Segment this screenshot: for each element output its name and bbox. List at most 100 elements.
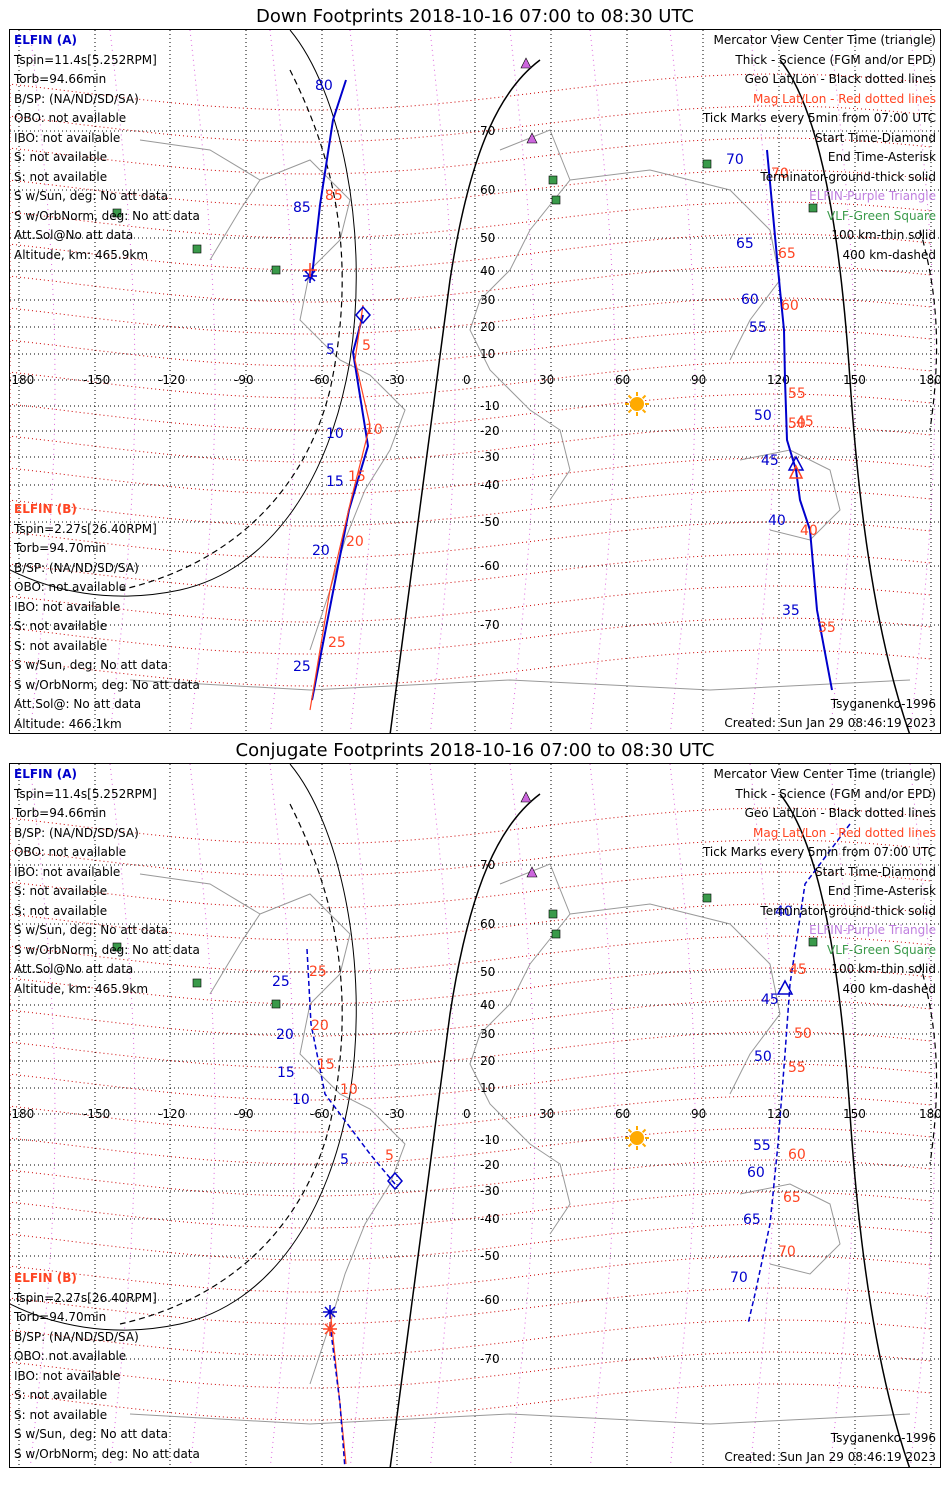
elfin-b-time-label: 60: [788, 1147, 806, 1163]
lon-tick-label: -90: [234, 373, 254, 387]
mag-parallel: [10, 393, 931, 431]
elfin-a-time-label: 45: [761, 992, 779, 1008]
lat-tick-label: -60: [480, 1293, 500, 1307]
elfin-b-time-label: 35: [818, 620, 836, 636]
view-center-triangle-b: [788, 464, 804, 479]
elfin-b-info-line: B/SP: (NA/ND/SD/SA): [14, 560, 139, 575]
mag-parallel: [10, 521, 931, 559]
view-center-triangle: [776, 979, 794, 995]
lat-tick-label: -60: [480, 559, 500, 573]
mag-parallel: [10, 297, 931, 335]
elfin-b-time-label: 15: [348, 469, 366, 485]
elfin-b-time-label: 50: [788, 416, 806, 432]
elfin-a-time-label: 25: [272, 974, 290, 990]
legend-item: End Time-Asterisk: [827, 150, 936, 164]
coastline-asia: [569, 903, 781, 1095]
lat-tick-label: 40: [480, 998, 495, 1012]
elfin-b-info-line: S w/Sun, deg: No att data: [14, 1427, 168, 1441]
elfin-b-time-label: 45: [789, 962, 807, 978]
lon-tick-label: 180: [919, 373, 941, 387]
lon-tick-label: -60: [310, 373, 330, 387]
elfin-b-info-line: S: not available: [14, 1388, 108, 1402]
elfin-a-info: ELFIN (A) Tspin=11.4s[5.252RPM] Torb=94.66…: [14, 765, 200, 999]
lat-tick-label: 20: [480, 320, 495, 334]
coastline-australia: [739, 1183, 841, 1275]
elfin-a-track-east: [766, 149, 833, 691]
mag-parallel: [10, 1383, 931, 1421]
elfin-b-time-label: 40: [800, 523, 818, 539]
elfin-b-info: ELFIN (B) Tspin=2.27s[26.40RPM] Torb=94.70…: [14, 500, 200, 733]
elfin-b-info-line: S w/Sun, deg: No att data: [14, 658, 168, 672]
terminator-line: [389, 793, 541, 1467]
mag-parallel: [10, 1351, 931, 1389]
elfin-a-info-line: OBO: not available: [14, 111, 127, 125]
terminator-400km: [919, 229, 938, 431]
sun-ray: [627, 408, 633, 414]
start-time-diamond: [387, 1171, 403, 1191]
map-legend: Mercator View Center Time (triangle) Thic…: [703, 765, 936, 999]
mag-parallel: [10, 617, 931, 655]
elfin-a-time-label: 20: [276, 1027, 294, 1043]
coastline-antarctica: [129, 679, 911, 691]
lat-tick-label: -30: [480, 1184, 500, 1198]
lat-tick-label: 60: [480, 917, 495, 931]
coastline-north-america: [139, 139, 261, 261]
elfin-a-time-label: 60: [741, 292, 759, 308]
lon-tick-label: -180: [10, 373, 34, 387]
mag-parallel: [10, 1031, 931, 1069]
legend-item: Thick - Science (FGM and/or EPD): [735, 52, 936, 67]
legend-item: Start Time-Diamond: [814, 130, 936, 145]
lat-tick-label: -70: [480, 1352, 500, 1366]
elfin-b-info-line: IBO: not available: [14, 599, 121, 614]
vlf-green-square: [271, 265, 281, 275]
mag-parallel: [10, 329, 931, 367]
elfin-b-time-label: 60: [781, 298, 799, 314]
terminator-100km: [10, 764, 357, 1331]
lat-tick-label: 60: [480, 183, 495, 197]
elfin-a-info-line: IBO: not available: [14, 130, 121, 145]
lon-tick-label: 90: [691, 1107, 706, 1121]
lon-tick-label: 30: [539, 1107, 554, 1121]
vlf-green-square: [551, 195, 561, 205]
elfin-a-info-line: Altitude, km: 465.9km: [14, 247, 149, 262]
legend-item: 400 km-dashed: [842, 981, 936, 996]
vlf-green-square: [192, 978, 202, 988]
lat-tick-label: 30: [480, 1027, 495, 1041]
elfin-b-time-label: 10: [340, 1082, 358, 1098]
elfin-b-info-line: S: not available: [14, 638, 108, 653]
elfin-a-time-label: 45: [761, 453, 779, 469]
elfin-a-track-east: [747, 823, 851, 1325]
legend-item: End Time-Asterisk: [827, 884, 936, 898]
elfin-a-info-line: S w/OrbNorm, deg: No att data: [14, 942, 200, 957]
elfin-b-info-line: Torb=94.70min: [14, 541, 107, 555]
lon-tick-label: -90: [234, 1107, 254, 1121]
elfin-b-time-label: 70: [778, 1244, 796, 1260]
mag-parallel: [10, 1287, 931, 1325]
created-timestamp: Created: Sun Jan 29 08:46:19 2023: [724, 1450, 936, 1464]
mag-parallel: [10, 457, 931, 495]
elfin-a-info-line: B/SP: (NA/ND/SD/SA): [14, 825, 139, 840]
lon-tick-label: 150: [843, 1107, 866, 1121]
elfin-b-header: ELFIN (B): [14, 1271, 77, 1285]
elfin-a-header: ELFIN (A): [14, 767, 77, 781]
coastline-north-america: [139, 873, 261, 995]
vlf-green-square: [702, 159, 712, 169]
legend-item: Tick Marks every 5min from 07:00 UTC: [702, 845, 936, 859]
terminator-100km: [10, 30, 357, 597]
legend-item: 100 km-thin solid: [831, 228, 936, 242]
ground-stations: [112, 57, 818, 275]
lon-tick-label: 30: [539, 373, 554, 387]
created-timestamp: Created: Sun Jan 29 08:46:19 2023: [724, 716, 936, 730]
coastlines: [129, 863, 911, 1425]
terminator-line: [389, 59, 541, 733]
elfin-a-time-label: 55: [749, 320, 767, 336]
elfin-a-track-south: [329, 1323, 346, 1467]
legend-item: Mag Lat/Lon - Red dotted lines: [752, 91, 936, 106]
elfin-a-time-label: 55: [753, 1138, 771, 1154]
elfin-purple-triangle: [526, 132, 538, 144]
elfin-a-header: ELFIN (A): [14, 33, 77, 47]
vlf-green-square: [551, 929, 561, 939]
lat-tick-label: -30: [480, 450, 500, 464]
terminator-400km: [919, 963, 938, 1165]
vlf-green-square: [112, 942, 122, 952]
